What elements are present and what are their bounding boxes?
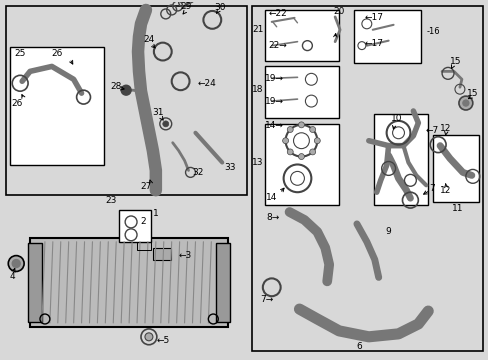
Bar [28,243,42,322]
Bar [432,135,478,202]
Circle shape [8,256,24,271]
Bar [251,6,482,351]
Text: 23: 23 [105,195,117,204]
Bar [119,210,151,242]
Circle shape [462,100,468,106]
Text: 20: 20 [333,8,344,17]
Text: 4: 4 [9,272,15,281]
Circle shape [286,149,293,155]
Text: 12: 12 [440,186,451,195]
Text: ←17: ←17 [364,13,383,22]
Circle shape [282,138,288,144]
Text: 14→: 14→ [264,121,284,130]
Text: 28: 28 [110,82,122,91]
Text: ←17: ←17 [364,39,383,48]
Text: 18: 18 [252,85,263,94]
Text: 19→: 19→ [264,96,284,105]
Text: 19→: 19→ [264,74,284,83]
Text: 21: 21 [252,25,263,34]
Circle shape [298,122,304,128]
Bar [153,248,170,260]
Circle shape [163,121,168,127]
Text: 22→: 22→ [268,41,286,50]
Text: 26: 26 [12,99,23,108]
Circle shape [286,126,293,132]
Text: 33: 33 [224,163,235,172]
Text: 31: 31 [152,108,163,117]
Text: 6: 6 [355,342,361,351]
Text: 14: 14 [265,193,277,202]
Circle shape [309,126,315,132]
Bar [264,124,338,205]
Bar [373,114,427,205]
Circle shape [298,154,304,159]
Text: 9: 9 [385,227,391,236]
Text: 30: 30 [214,4,225,13]
Text: 15: 15 [449,57,461,66]
Text: 12: 12 [440,124,451,133]
Bar [30,238,228,327]
Text: 8→: 8→ [265,213,279,222]
Bar [353,10,421,63]
Circle shape [309,149,315,155]
Text: 29: 29 [180,3,191,12]
Text: 2: 2 [140,217,145,226]
Circle shape [121,85,131,95]
Text: ←7: ←7 [425,126,438,135]
Text: 27: 27 [140,182,151,191]
Text: 7: 7 [428,184,434,193]
Circle shape [12,260,20,267]
Text: 1: 1 [153,208,159,217]
Text: ←5: ←5 [156,336,169,345]
Text: ←24: ←24 [197,79,216,88]
Text: 26: 26 [51,49,62,58]
Bar [264,66,338,118]
Text: 10: 10 [390,114,402,123]
Bar [10,46,104,166]
Bar [6,6,246,195]
Text: 32: 32 [192,168,203,177]
Bar [264,10,338,62]
Text: 25: 25 [15,49,26,58]
Bar [216,243,230,322]
Text: 11: 11 [451,203,463,212]
Text: 15: 15 [466,89,478,98]
Circle shape [314,138,320,144]
Text: 7→: 7→ [259,295,272,304]
Text: ←22: ←22 [268,9,286,18]
Text: -16: -16 [426,27,439,36]
Circle shape [458,96,472,110]
Text: 13: 13 [252,158,263,167]
Text: ←3: ←3 [178,251,191,260]
Circle shape [144,333,153,341]
Text: 24: 24 [143,35,154,44]
